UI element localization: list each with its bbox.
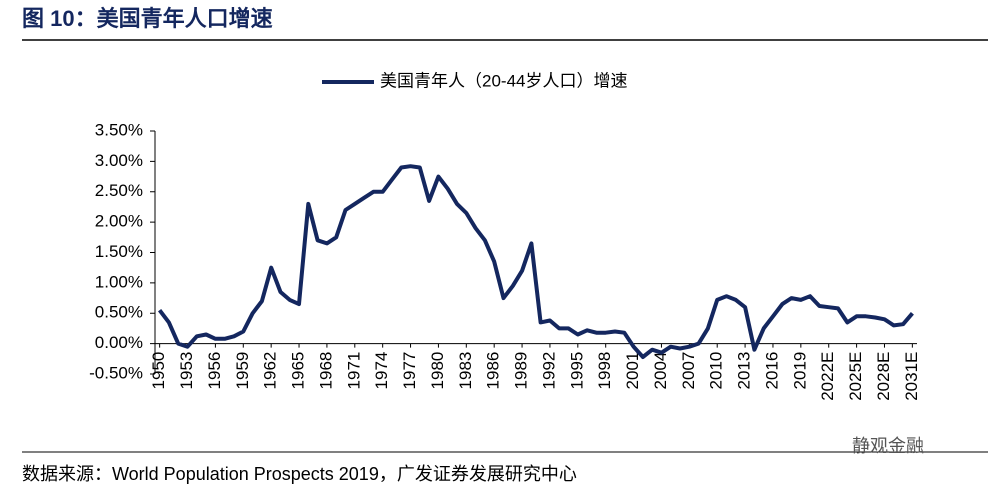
y-tick-label: 0.50% (95, 303, 143, 322)
x-tick-label: 1980 (428, 352, 447, 390)
x-tick-label: 1968 (316, 352, 335, 390)
x-tick-label: 2013 (735, 352, 754, 390)
x-tick-label: 1992 (539, 352, 558, 390)
y-tick-label: 2.00% (95, 212, 143, 231)
x-tick-label: 2007 (679, 352, 698, 390)
y-tick-label: -0.50% (89, 363, 143, 382)
y-tick-label: 0.00% (95, 333, 143, 352)
y-tick-label: 1.50% (95, 242, 143, 261)
x-tick-label: 1956 (205, 352, 224, 390)
x-tick-label: 1983 (456, 352, 475, 390)
x-tick-label: 1971 (344, 352, 363, 390)
source: 数据来源：World Population Prospects 2019，广发证… (22, 464, 577, 484)
y-tick-label: 1.00% (95, 272, 143, 291)
x-tick-label: 1977 (400, 352, 419, 390)
x-tick-label: 1959 (233, 352, 252, 390)
x-tick-label: 2010 (707, 352, 726, 390)
figure-title: 图 10：美国青年人口增速 (22, 6, 273, 31)
x-tick-label: 1965 (289, 352, 308, 390)
x-tick-label: 1998 (595, 352, 614, 390)
x-tick-label: 2028E (874, 352, 893, 401)
series-line (158, 164, 914, 359)
x-tick-label: 2019 (790, 352, 809, 390)
x-tick-label: 1989 (512, 352, 531, 390)
watermark: 静观金融 (852, 436, 924, 456)
x-tick-label: 2016 (762, 352, 781, 390)
x-tick-label: 2022E (818, 352, 837, 401)
y-tick-label: 3.50% (95, 120, 143, 139)
x-tick-label: 1953 (177, 352, 196, 390)
x-tick-label: 1962 (261, 352, 280, 390)
x-tick-label: 2004 (651, 352, 670, 390)
x-tick-label: 1986 (484, 352, 503, 390)
x-tick-label: 2001 (623, 352, 642, 390)
y-tick-label: 2.50% (95, 181, 143, 200)
legend-label: 美国青年人（20-44岁人口）增速 (380, 71, 627, 90)
x-tick-label: 2025E (846, 352, 865, 401)
x-tick-label: 1950 (149, 352, 168, 390)
x-tick-label: 1995 (567, 352, 586, 390)
y-tick-label: 3.00% (95, 151, 143, 170)
x-tick-label: 1974 (372, 352, 391, 390)
x-tick-label: 2031E (902, 352, 921, 401)
